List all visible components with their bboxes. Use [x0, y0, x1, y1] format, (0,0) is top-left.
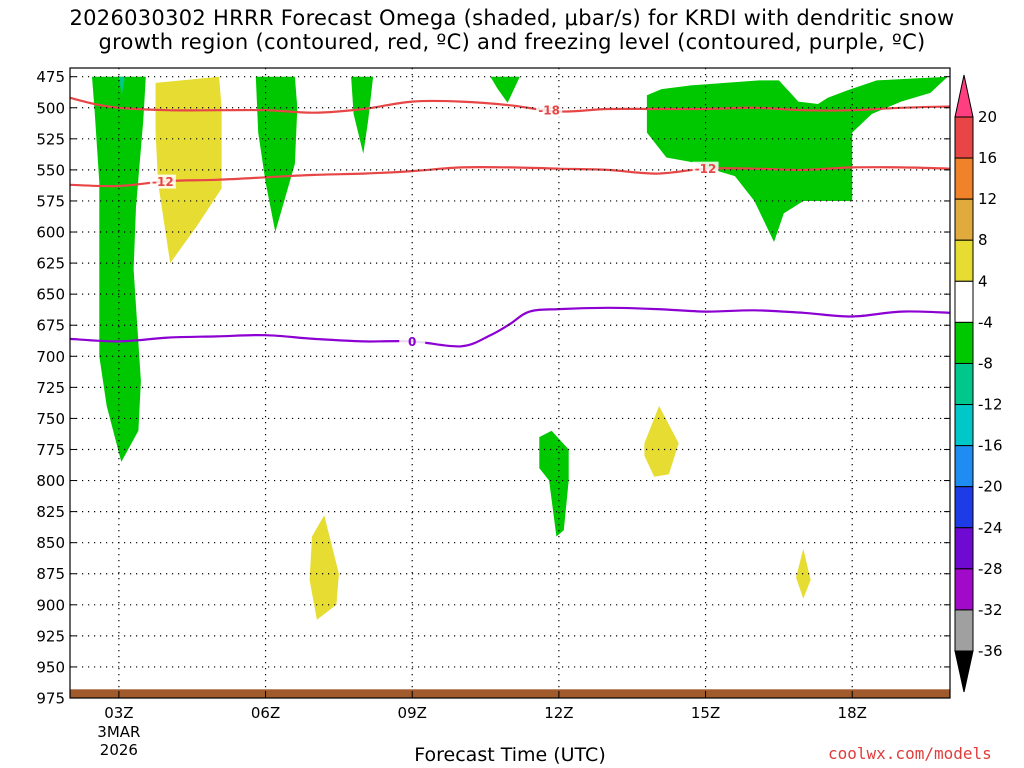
colorbar-swatch: [954, 404, 974, 447]
contour-label-bg-freezing-level-0: [399, 334, 426, 349]
y-tick-label: 850: [36, 534, 65, 552]
colorbar-swatch: [954, 321, 974, 364]
omega-region-downward-motion-17z: [796, 548, 811, 599]
colorbar-swatch: [954, 486, 974, 529]
y-tick-label: 550: [36, 161, 65, 179]
y-tick-label: 950: [36, 658, 65, 676]
colorbar-swatch: [954, 239, 974, 282]
omega-region-upward-motion-core-3z: [118, 76, 125, 96]
y-tick-label: 500: [36, 99, 65, 117]
colorbar-label: 8: [978, 231, 988, 249]
y-tick-label: 750: [36, 410, 65, 428]
omega-region-downward-motion-4z: [155, 76, 222, 264]
contour-label-bg-dgz-minus18-0: [536, 103, 563, 118]
colorbar-bottom-arrow: [954, 650, 974, 693]
colorbar-label: -4: [978, 313, 993, 331]
chart-title-line1: 2026030302 HRRR Forecast Omega (shaded, …: [69, 6, 955, 30]
y-tick-label: 475: [36, 68, 65, 86]
y-tick-label: 875: [36, 565, 65, 583]
colorbar-label: -16: [978, 437, 1003, 455]
x-tick-label-06Z: 06Z: [251, 704, 280, 722]
colorbar-swatch: [954, 116, 974, 159]
x-tick-label-03Z: 03Z: [104, 704, 133, 722]
contour-label-dgz-minus12-0: -12: [152, 175, 174, 189]
omega-region-upward-motion-6z: [255, 76, 298, 232]
y-tick-label: 925: [36, 627, 65, 645]
colorbar-label: 16: [978, 149, 997, 167]
contour-label-dgz-minus12-1: -12: [695, 162, 717, 176]
y-tick-label: 575: [36, 192, 65, 210]
colorbar-label: -36: [978, 642, 1003, 660]
colorbar-swatch: [954, 527, 974, 570]
x-tick-label-12Z: 12Z: [544, 704, 573, 722]
plot-frame: [69, 67, 951, 699]
contour-label-dgz-minus18-0: -18: [538, 104, 560, 118]
contour-label-bg-dgz-minus12-0: [149, 174, 176, 189]
colorbar-label: -32: [978, 601, 1003, 619]
colorbar-label: -24: [978, 519, 1003, 537]
colorbar-swatch: [954, 280, 974, 323]
colorbar-label: -8: [978, 354, 993, 372]
y-tick-label: 975: [36, 690, 65, 708]
x-axis-title: Forecast Time (UTC): [414, 744, 606, 766]
colorbar-swatch: [954, 362, 974, 406]
terrain-ground: [70, 689, 950, 698]
omega-region-downward-motion-7z: [309, 515, 339, 620]
colorbar-label: 20: [978, 108, 997, 126]
omega-region-upward-motion-14to18z: [646, 76, 948, 242]
omega-region-downward-motion-14z: [644, 406, 679, 477]
omega-region-upward-motion-0to3z: [92, 76, 146, 462]
chart-title-line2: growth region (contoured, red, ºC) and f…: [98, 30, 926, 54]
contour-dgz-minus12: [69, 165, 951, 188]
omega-region-upward-motion-11z: [490, 76, 520, 103]
y-tick-label: 725: [36, 379, 65, 397]
contour-label-freezing-level-0: 0: [408, 335, 416, 349]
x-tick-label-09Z: 09Z: [398, 704, 427, 722]
omega-region-upward-motion-12z: [539, 430, 569, 537]
contour-freezing-level: [69, 306, 951, 348]
omega-region-upward-motion-8z: [351, 76, 374, 154]
colorbar-label: -28: [978, 560, 1003, 578]
contour-label-bg-dgz-minus12-1: [692, 161, 719, 176]
x-tick-label-18Z: 18Z: [838, 704, 867, 722]
colorbar-swatch: [954, 568, 974, 611]
colorbar-swatch: [954, 609, 974, 652]
y-tick-label: 700: [36, 348, 65, 366]
colorbar-swatch: [954, 157, 974, 200]
colorbar-swatch: [954, 445, 974, 488]
y-tick-label: 825: [36, 503, 65, 521]
y-tick-label: 900: [36, 596, 65, 614]
y-tick-label: 625: [36, 255, 65, 273]
y-tick-label: 650: [36, 286, 65, 304]
y-tick-label: 775: [36, 441, 65, 459]
x-date-label-month: 3MAR: [97, 723, 140, 741]
x-date-label-year: 2026: [100, 741, 138, 759]
colorbar-label: -20: [978, 478, 1003, 496]
credit-link[interactable]: coolwx.com/models: [828, 744, 992, 763]
colorbar-swatch: [954, 198, 974, 241]
colorbar-label: 12: [978, 190, 997, 208]
y-tick-label: 525: [36, 130, 65, 148]
y-tick-label: 800: [36, 472, 65, 490]
colorbar-top-arrow: [954, 74, 974, 118]
colorbar-label: -12: [978, 396, 1003, 414]
y-tick-label: 675: [36, 317, 65, 335]
x-tick-label-15Z: 15Z: [691, 704, 720, 722]
y-tick-label: 600: [36, 224, 65, 242]
colorbar-label: 4: [978, 272, 988, 290]
contour-dgz-minus18: [69, 96, 951, 114]
